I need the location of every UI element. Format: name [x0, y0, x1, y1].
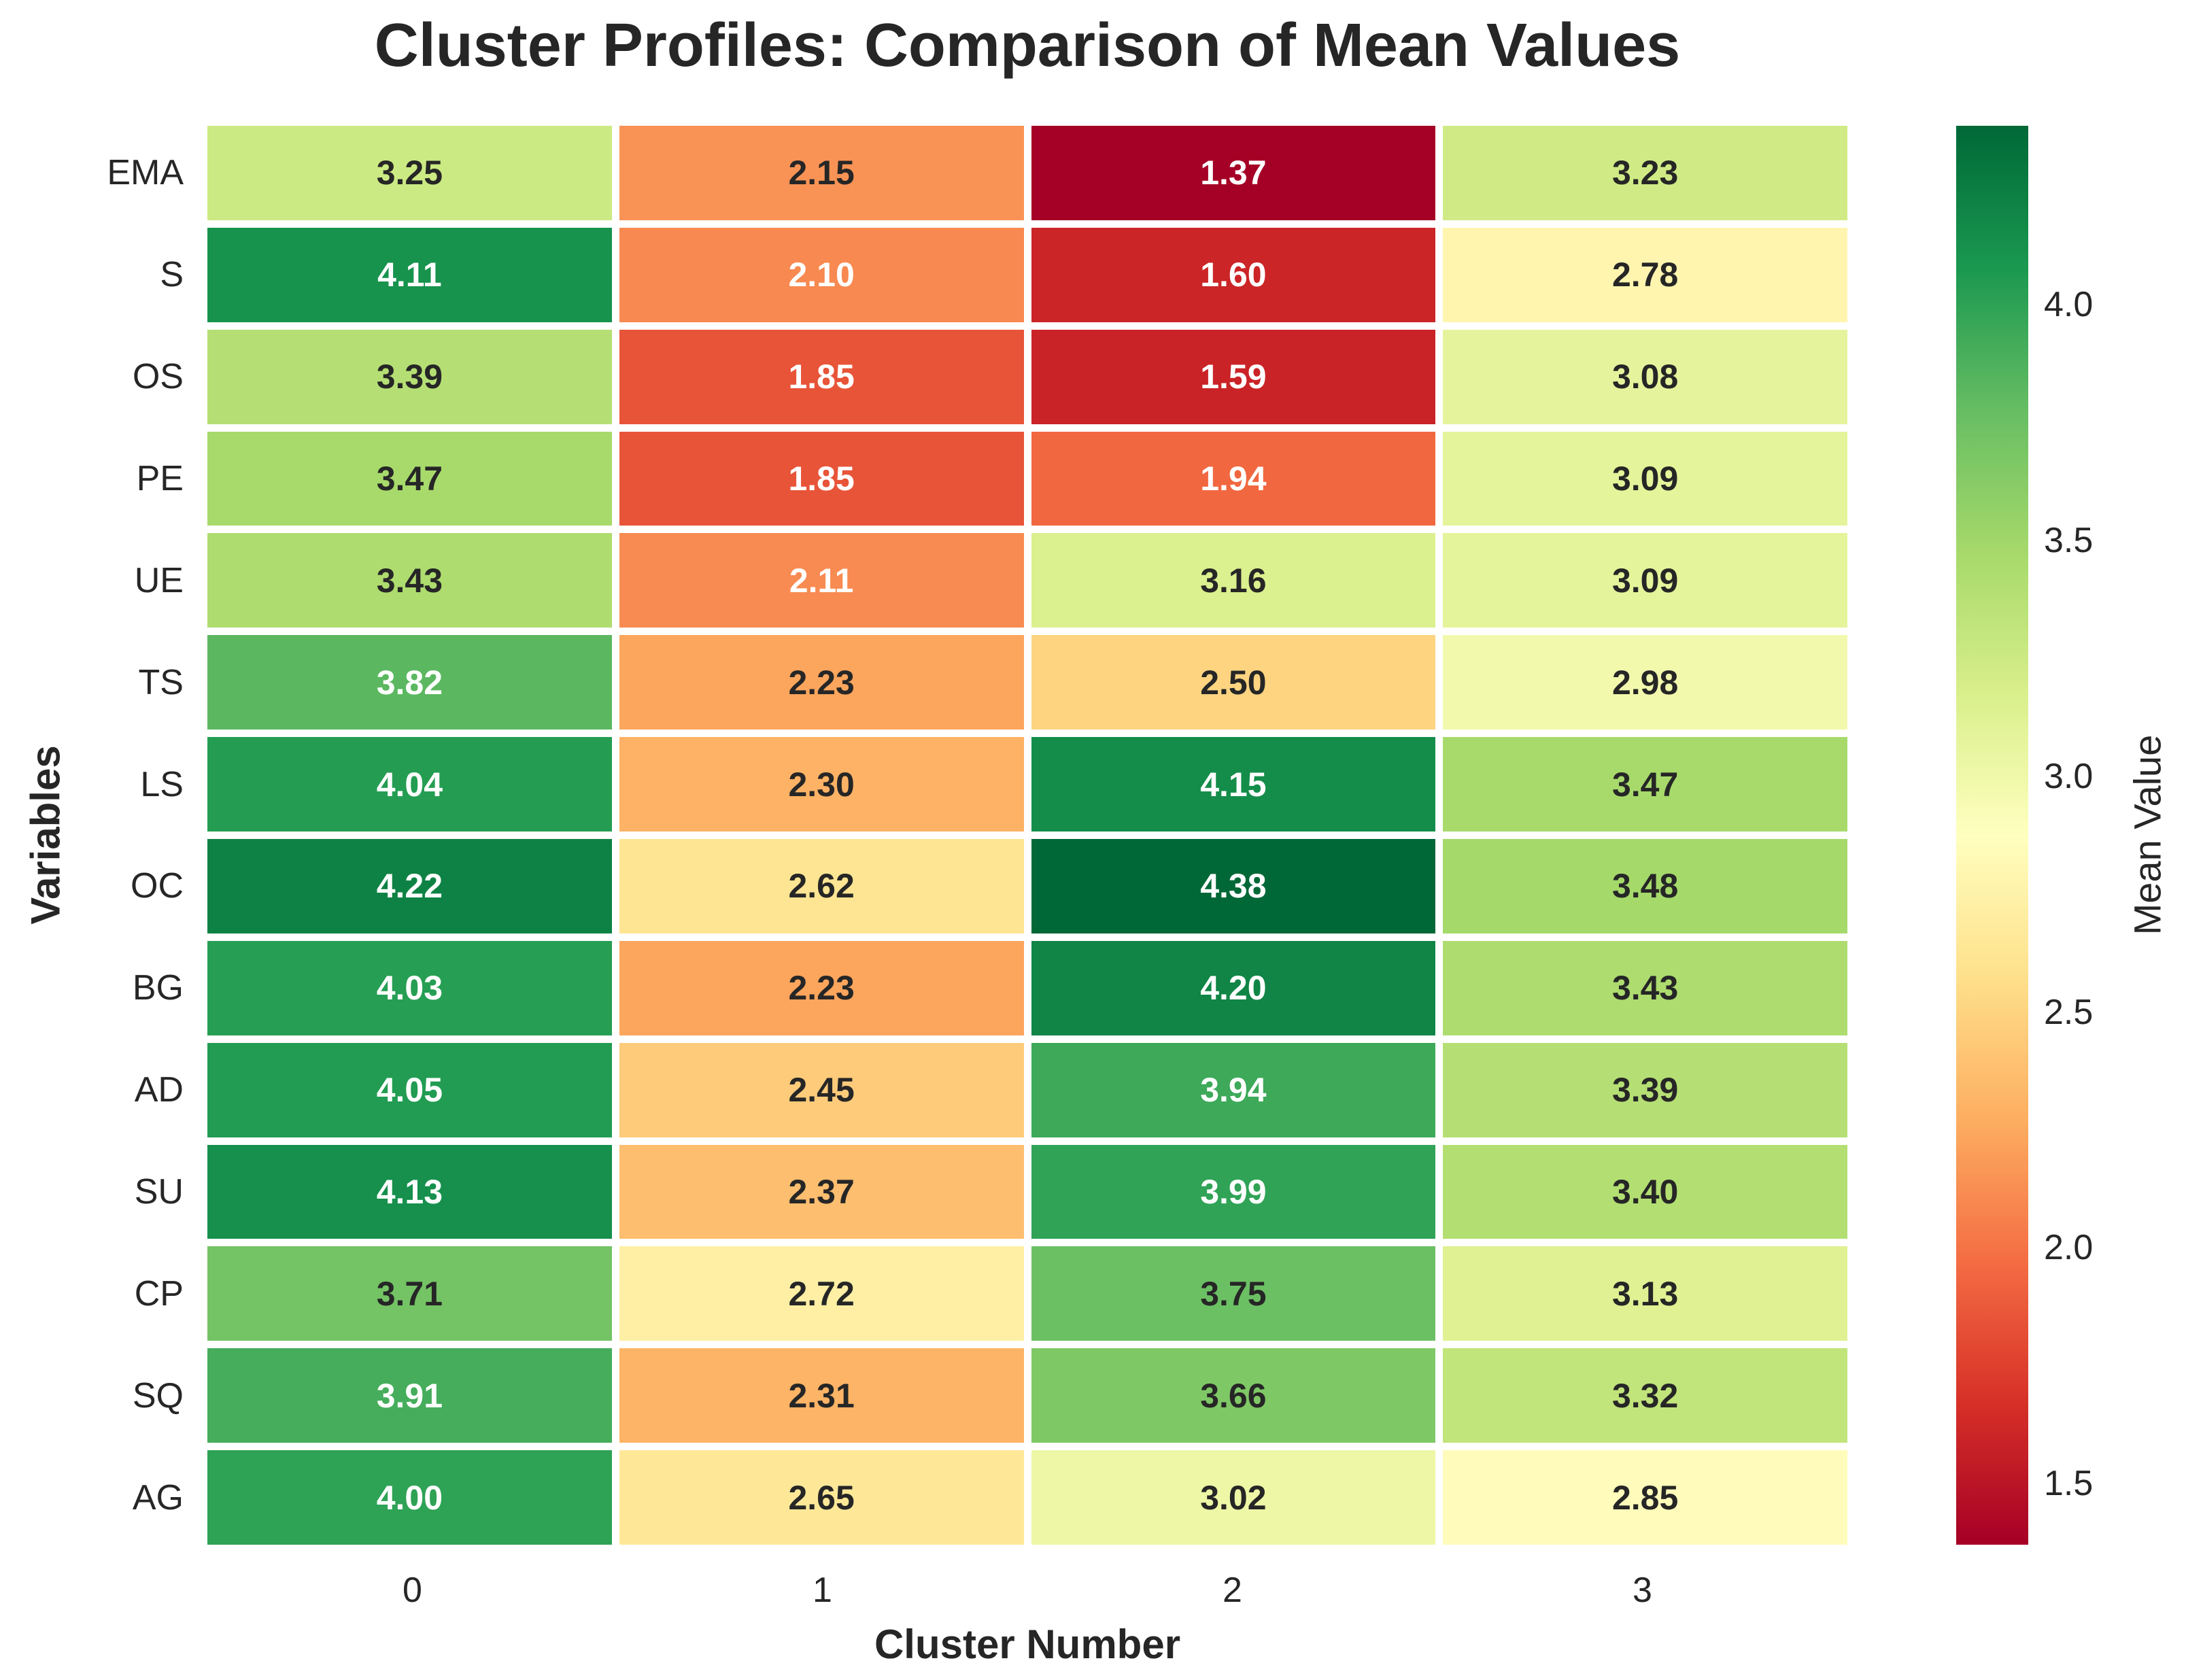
- heatmap-cell: 3.16: [1031, 533, 1436, 628]
- heatmap-cell: 3.13: [1443, 1246, 1847, 1341]
- heatmap-cell: 2.85: [1443, 1450, 1847, 1545]
- y-tick-label: S: [160, 255, 184, 295]
- heatmap-cell: 3.47: [1443, 737, 1847, 832]
- heatmap-cell: 1.85: [619, 329, 1024, 424]
- y-tick-label: SQ: [132, 1375, 184, 1416]
- colorbar-tick-label: 2.5: [2044, 992, 2094, 1032]
- y-tick-label: TS: [138, 662, 184, 702]
- heatmap-cell: 3.02: [1031, 1450, 1436, 1545]
- heatmap-cell: 3.94: [1031, 1042, 1436, 1137]
- y-tick-label: CP: [134, 1273, 184, 1314]
- heatmap-cell: 4.13: [207, 1144, 612, 1239]
- heatmap-cell: 2.45: [619, 1042, 1024, 1137]
- heatmap-cell: 4.20: [1031, 940, 1436, 1035]
- heatmap-cell: 3.32: [1443, 1348, 1847, 1443]
- heatmap-cell: 1.59: [1031, 329, 1436, 424]
- y-tick-labels: EMA S OS PE UE TS LS OC BG AD SU CP SQ AG: [0, 126, 184, 1545]
- heatmap-cell: 3.47: [207, 431, 612, 526]
- heatmap-cell: 4.38: [1031, 839, 1436, 933]
- heatmap-cell: 1.37: [1031, 126, 1436, 220]
- y-tick-label: LS: [140, 764, 184, 804]
- y-tick-label: UE: [134, 560, 184, 600]
- heatmap-cell: 2.11: [619, 533, 1024, 628]
- x-axis-label: Cluster Number: [874, 1622, 1181, 1667]
- y-tick-label: BG: [132, 968, 184, 1008]
- colorbar-gradient: [1956, 126, 2028, 1545]
- heatmap-cell: 4.22: [207, 839, 612, 933]
- heatmap-cell: 2.65: [619, 1450, 1024, 1545]
- heatmap-cell: 2.10: [619, 227, 1024, 322]
- heatmap-cell: 3.25: [207, 126, 612, 220]
- heatmap-cell: 3.91: [207, 1348, 612, 1443]
- heatmap-cell: 3.66: [1031, 1348, 1436, 1443]
- heatmap-cell: 3.43: [1443, 940, 1847, 1035]
- heatmap-cell: 3.09: [1443, 533, 1847, 628]
- heatmap-cell: 3.48: [1443, 839, 1847, 933]
- y-tick-label: PE: [136, 458, 184, 498]
- heatmap-cell: 2.98: [1443, 635, 1847, 730]
- heatmap-cell: 3.40: [1443, 1144, 1847, 1239]
- heatmap-cell: 2.31: [619, 1348, 1024, 1443]
- heatmap-cell: 2.15: [619, 126, 1024, 220]
- heatmap-cell: 3.99: [1031, 1144, 1436, 1239]
- heatmap-cell: 3.71: [207, 1246, 612, 1341]
- heatmap-cell: 2.37: [619, 1144, 1024, 1239]
- y-tick-label: SU: [134, 1171, 184, 1212]
- heatmap-cell: 2.72: [619, 1246, 1024, 1341]
- colorbar-tick-label: 1.5: [2044, 1463, 2094, 1503]
- heatmap-cell: 1.94: [1031, 431, 1436, 526]
- heatmap-cell: 4.00: [207, 1450, 612, 1545]
- heatmap-cell: 2.62: [619, 839, 1024, 933]
- heatmap-cell: 3.39: [1443, 1042, 1847, 1137]
- x-tick-label: 0: [403, 1571, 422, 1610]
- x-tick-labels: 0 1 2 3: [207, 1558, 1847, 1623]
- colorbar-tick-label: 3.0: [2044, 756, 2094, 796]
- heatmap-cell: 2.23: [619, 635, 1024, 730]
- heatmap-cell: 1.60: [1031, 227, 1436, 322]
- y-tick-label: OS: [132, 357, 184, 397]
- y-tick-label: OC: [131, 866, 184, 906]
- colorbar-tick-label: 3.5: [2044, 521, 2094, 561]
- heatmap-cell: 3.23: [1443, 126, 1847, 220]
- y-tick-label: AG: [132, 1477, 184, 1518]
- colorbar-tick-label: 2.0: [2044, 1228, 2094, 1268]
- heatmap-cell: 4.05: [207, 1042, 612, 1137]
- heatmap-cell: 4.03: [207, 940, 612, 1035]
- heatmap-cell: 3.43: [207, 533, 612, 628]
- heatmap-cell: 3.82: [207, 635, 612, 730]
- colorbar-tick-label: 4.0: [2044, 285, 2094, 325]
- x-tick-label: 1: [813, 1571, 832, 1610]
- y-tick-label: EMA: [107, 153, 184, 193]
- heatmap-cell: 3.09: [1443, 431, 1847, 526]
- heatmap-cell: 3.08: [1443, 329, 1847, 424]
- heatmap-cell: 4.11: [207, 227, 612, 322]
- x-tick-label: 2: [1223, 1571, 1242, 1610]
- heatmap-grid: 3.25 2.15 1.37 3.23 4.11 2.10 1.60 2.78 3.39 1.85…: [207, 126, 1847, 1545]
- chart-title: Cluster Profiles: Comparison of Mean Val…: [374, 12, 1681, 80]
- heatmap-cell: 1.85: [619, 431, 1024, 526]
- heatmap-cell: 2.23: [619, 940, 1024, 1035]
- heatmap-cell: 3.75: [1031, 1246, 1436, 1341]
- heatmap-cell: 2.30: [619, 737, 1024, 832]
- heatmap-cell: 3.39: [207, 329, 612, 424]
- heatmap-cell: 4.15: [1031, 737, 1436, 832]
- heatmap-cell: 2.78: [1443, 227, 1847, 322]
- y-tick-label: AD: [134, 1070, 184, 1110]
- heatmap-cell: 4.04: [207, 737, 612, 832]
- x-tick-label: 3: [1633, 1571, 1652, 1610]
- heatmap-cell: 2.50: [1031, 635, 1436, 730]
